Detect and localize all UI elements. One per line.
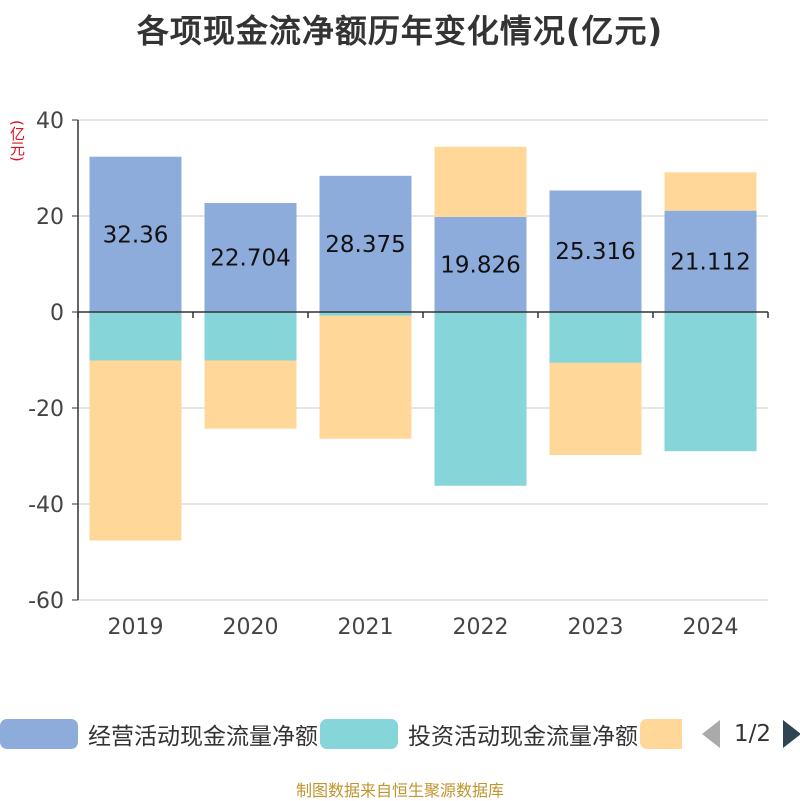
- bar-operating-2022: [434, 216, 527, 312]
- y-axis-unit-label: (亿元): [8, 120, 26, 162]
- legend-swatch-financing: [640, 719, 682, 749]
- x-tick-label: 2019: [108, 615, 164, 640]
- bar-investing-2021: [319, 312, 412, 316]
- bar-investing-2020: [204, 312, 297, 361]
- bar-financing-2023: [549, 362, 642, 456]
- legend-item-investing[interactable]: 投资活动现金流量净额: [320, 716, 638, 752]
- data-label-operating: 19.826: [440, 252, 520, 278]
- y-tick-label: 40: [36, 109, 64, 134]
- legend-item-financing[interactable]: [640, 716, 682, 752]
- bar-investing-2023: [549, 312, 642, 363]
- grid-lines: [78, 119, 768, 601]
- x-tick-label: 2020: [223, 615, 279, 640]
- x-tick-label: 2022: [453, 615, 509, 640]
- legend-next-page-icon[interactable]: [783, 720, 800, 748]
- bar-financing-2020: [204, 360, 297, 429]
- bar-investing-2019: [89, 312, 182, 361]
- legend-item-operating[interactable]: 经营活动现金流量净额: [0, 716, 318, 752]
- bar-chart: 40 20 0 -20 -40 -60 2019 2020 2021 2022 2023 2024 3…: [28, 109, 769, 640]
- bar-operating-2023: [549, 190, 642, 312]
- data-label-operating: 32.36: [103, 222, 169, 248]
- bar-investing-2024: [664, 312, 757, 452]
- y-tick-label: -20: [28, 397, 64, 422]
- legend-label-investing: 投资活动现金流量净额: [408, 724, 638, 750]
- legend-swatch-operating: [0, 719, 78, 749]
- data-label-operating: 25.316: [555, 239, 635, 265]
- data-label-operating: 22.704: [210, 246, 290, 272]
- y-tick-label: 20: [36, 205, 64, 230]
- y-tick-label: 0: [50, 301, 64, 326]
- legend-label-operating: 经营活动现金流量净额: [88, 724, 318, 750]
- x-tick-label: 2023: [568, 615, 624, 640]
- bar-operating-2020: [204, 203, 297, 312]
- legend-prev-page-icon[interactable]: [702, 720, 720, 748]
- bar-investing-2022: [434, 312, 527, 486]
- y-tick-label: -60: [28, 589, 64, 614]
- axes: 40 20 0 -20 -40 -60 2019 2020 2021 2022 2023 2024: [28, 109, 769, 640]
- bar-financing-2022: [434, 146, 527, 217]
- bar-financing-2021: [319, 315, 412, 439]
- bar-financing-2024: [664, 172, 757, 211]
- x-tick-label: 2024: [683, 615, 739, 640]
- bar-financing-2019: [89, 360, 182, 541]
- legend: 经营活动现金流量净额 投资活动现金流量净额 1/2: [0, 716, 800, 756]
- y-tick-label: -40: [28, 493, 64, 518]
- bar-operating-2021: [319, 175, 412, 312]
- bar-operating-2019: [89, 156, 182, 312]
- bars: [89, 146, 757, 541]
- data-labels: 32.36 22.704 28.375 19.826 25.316 21.112: [103, 222, 751, 278]
- bar-operating-2024: [664, 210, 757, 312]
- legend-page-indicator: 1/2: [734, 721, 772, 747]
- chart-title: 各项现金流净额历年变化情况(亿元): [136, 12, 664, 50]
- legend-swatch-investing: [320, 719, 398, 749]
- legend-pager: 1/2: [700, 716, 800, 752]
- x-tick-label: 2021: [338, 615, 394, 640]
- data-source-note: 制图数据来自恒生聚源数据库: [295, 781, 504, 800]
- data-label-operating: 21.112: [670, 249, 750, 275]
- data-label-operating: 28.375: [325, 232, 405, 258]
